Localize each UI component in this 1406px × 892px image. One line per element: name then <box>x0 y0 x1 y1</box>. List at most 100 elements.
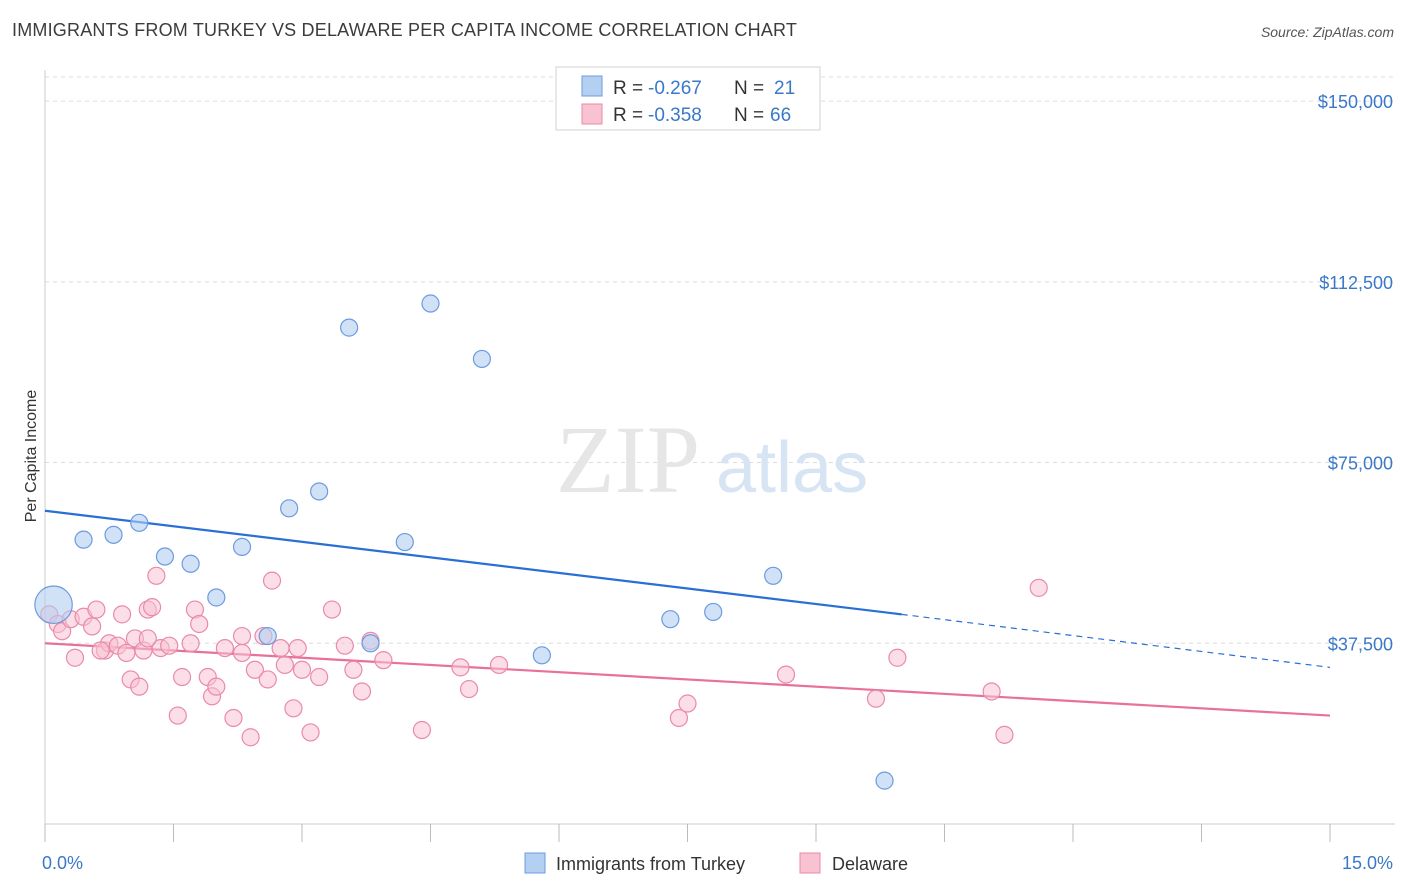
legend-r-value-2: -0.358 <box>648 105 702 126</box>
point-delaware <box>138 629 157 648</box>
point-delaware <box>241 728 260 747</box>
point-delaware <box>995 725 1014 744</box>
point-delaware <box>310 667 329 687</box>
point-delaware <box>172 667 192 687</box>
legend-n-label-2: N = <box>734 105 764 126</box>
point-turkey <box>472 349 491 369</box>
point-delaware <box>678 694 697 713</box>
point-turkey <box>155 547 175 566</box>
point-delaware <box>275 655 294 675</box>
legend-n-value-2: 66 <box>770 105 791 126</box>
grid-lines <box>45 76 1395 644</box>
point-turkey <box>310 482 329 501</box>
point-turkey <box>181 554 200 573</box>
point-delaware <box>160 636 179 655</box>
y-tick-labels: $37,500 $75,000 $112,500 $150,000 <box>1318 92 1393 654</box>
point-delaware <box>866 689 886 708</box>
point-delaware <box>489 655 509 675</box>
legend-swatch-delaware <box>581 103 603 125</box>
point-delaware <box>888 648 907 667</box>
y-tick-label: $112,500 <box>1319 273 1393 293</box>
point-delaware <box>292 660 312 679</box>
point-turkey <box>532 646 551 665</box>
trend-line-turkey-extension <box>901 613 1331 668</box>
point-delaware <box>207 677 226 696</box>
point-turkey <box>280 499 299 518</box>
point-delaware <box>168 706 187 725</box>
bottom-legend-swatch-turkey[interactable] <box>524 852 546 874</box>
watermark-zip: ZIP <box>556 406 700 513</box>
point-turkey <box>340 318 359 337</box>
data-points <box>34 294 1048 790</box>
point-delaware <box>335 636 354 655</box>
source-label: Source: ZipAtlas.com <box>1260 24 1394 40</box>
point-delaware <box>262 571 282 590</box>
point-delaware <box>190 614 209 634</box>
point-delaware <box>130 677 149 696</box>
point-turkey <box>207 588 226 607</box>
point-turkey <box>232 537 252 556</box>
point-turkey <box>258 626 277 646</box>
point-delaware <box>669 708 689 728</box>
point-delaware <box>112 605 132 624</box>
y-axis-label: Per Capita Income <box>23 390 40 523</box>
point-turkey <box>421 294 440 313</box>
point-delaware <box>284 699 303 718</box>
chart-title: IMMIGRANTS FROM TURKEY VS DELAWARE PER C… <box>12 20 798 40</box>
trend-line-turkey <box>44 509 902 616</box>
point-delaware <box>181 634 200 653</box>
bottom-legend-label-delaware[interactable]: Delaware <box>832 854 908 874</box>
point-delaware <box>352 682 372 701</box>
watermark: ZIP atlas <box>556 406 868 513</box>
point-delaware <box>232 643 252 663</box>
y-tick-label: $150,000 <box>1318 92 1393 112</box>
y-tick-label: $37,500 <box>1328 634 1393 654</box>
legend-swatch-turkey <box>581 75 603 97</box>
point-delaware <box>288 638 307 658</box>
point-turkey <box>661 610 680 629</box>
point-delaware <box>322 600 342 619</box>
point-turkey <box>74 530 93 549</box>
point-delaware <box>301 723 320 742</box>
point-turkey <box>704 602 723 622</box>
point-delaware <box>258 670 277 689</box>
x-tick-labels: 0.0% 15.0% <box>42 853 1393 873</box>
bottom-legend-label-turkey[interactable]: Immigrants from Turkey <box>556 854 745 874</box>
x-tick-label-max: 15.0% <box>1342 853 1393 873</box>
bottom-legend: Immigrants from Turkey Delaware <box>524 852 908 874</box>
point-turkey <box>34 585 73 625</box>
point-delaware <box>215 638 234 658</box>
legend-n-value-1: 21 <box>774 78 795 99</box>
point-delaware <box>83 617 102 636</box>
legend-r-label-2: R = <box>613 105 643 126</box>
legend-box: R = -0.267 N = 21 R = -0.358 N = 66 <box>555 66 821 131</box>
x-tick-label-min: 0.0% <box>42 853 83 873</box>
trend-lines <box>44 509 1331 717</box>
point-delaware <box>374 651 393 670</box>
point-turkey <box>395 532 414 552</box>
point-delaware <box>87 600 106 619</box>
axes <box>44 70 1395 842</box>
y-tick-label: $75,000 <box>1328 454 1393 474</box>
bottom-legend-swatch-delaware[interactable] <box>799 852 821 874</box>
point-delaware <box>344 660 363 679</box>
point-delaware <box>271 638 290 658</box>
point-delaware <box>412 720 432 740</box>
legend-r-value-1: -0.267 <box>648 78 702 99</box>
legend-n-label-1: N = <box>734 78 764 99</box>
point-turkey <box>875 771 894 790</box>
point-delaware <box>982 682 1001 701</box>
point-delaware <box>1029 578 1048 597</box>
legend-r-label-1: R = <box>613 78 643 99</box>
point-delaware <box>224 708 243 728</box>
point-delaware <box>232 626 252 646</box>
trend-line-delaware <box>44 642 1331 717</box>
point-delaware <box>245 660 264 679</box>
watermark-atlas: atlas <box>716 428 868 508</box>
point-delaware <box>65 648 85 667</box>
point-delaware <box>147 566 166 585</box>
point-delaware <box>142 598 162 617</box>
point-turkey <box>130 513 149 532</box>
point-delaware <box>451 658 470 677</box>
